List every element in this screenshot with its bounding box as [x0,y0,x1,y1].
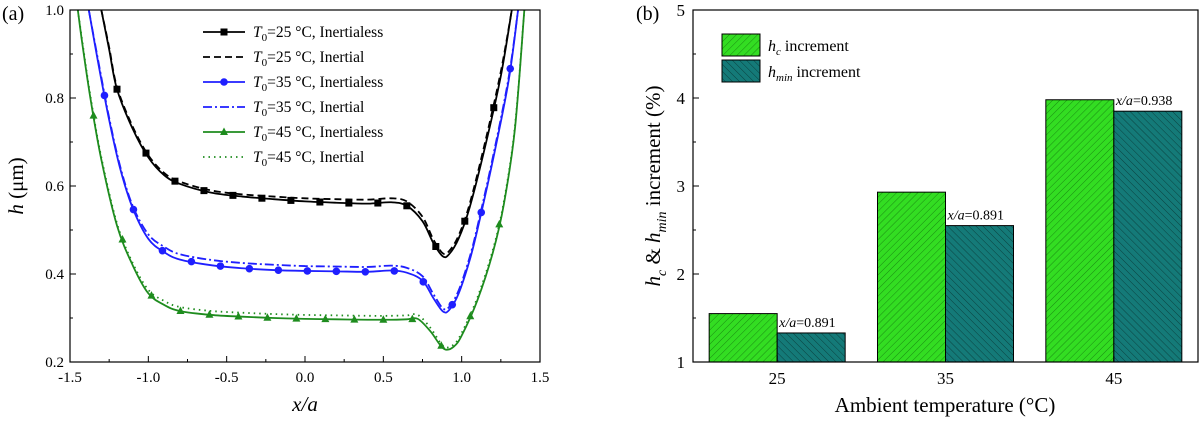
panel-a-line-chart: (a) -1.5 -1.0 -0.5 0.0 0.5 1.0 1.5 0.2 0.4 0.6 0.8… [2,3,549,416]
y-tick-label: 1.0 [45,3,64,19]
series-marker [245,264,254,273]
series-marker [176,306,185,315]
x-tick-label: -1.5 [58,370,82,386]
series-marker [332,267,341,276]
bar-hmin-25 [776,332,846,363]
series-marker [229,191,237,199]
x-tick-label: -1.0 [136,370,160,386]
panel-a-xlabel: x/a [291,392,318,416]
series-marker [292,314,301,322]
series-marker [361,267,370,276]
series-marker [263,313,272,321]
bar-hc-25 [708,313,778,363]
legend-swatch [721,33,761,57]
series-line-1 [100,10,513,256]
panel-b-label: (b) [636,3,659,25]
bar-hmin-35 [945,225,1014,363]
y-tick-label: 0.6 [45,179,64,195]
y-tick-label: 4 [677,89,686,108]
panel-a-legend: T0=25 °C, Inertialess T0=25 °C, Inertial T… [203,24,383,169]
series-marker [171,177,179,185]
panel-b-ylabel: hc & hmin increment (%) [641,85,670,286]
panel-a-plot-area [76,10,526,351]
bar-hc-45 [1045,99,1115,363]
series-marker [220,127,228,135]
series-marker [345,199,353,207]
series-line-5 [76,10,526,349]
legend-label: T0=35 °C, Inertial [253,99,364,119]
legend-label: T0=25 °C, Inertialess [253,24,383,44]
series-marker [316,198,324,206]
series-marker [220,28,228,36]
panel-b-legend: hc increment hmin increment [721,33,861,84]
panel-a-ylabel: h (μm) [4,157,28,214]
x-tick-label: 35 [937,369,954,388]
series-marker [220,78,228,86]
series-line-4 [76,10,526,351]
y-tick-label: 0.4 [45,267,64,283]
y-tick-label: 1 [677,353,686,372]
legend-label: T0=35 °C, Inertialess [253,74,383,94]
series-marker [118,234,127,243]
series-marker [490,104,498,112]
x-tick-label: 45 [1105,369,1122,388]
series-marker [390,267,399,275]
series-marker [303,267,312,275]
legend-label: hc increment [768,38,849,58]
series-marker [321,314,330,323]
series-marker [419,278,428,286]
bar-annotation: x/a=0.891 [778,316,836,331]
x-tick-label: -0.5 [215,370,239,386]
x-tick-label: 1.0 [452,370,471,386]
series-marker [205,310,214,318]
series-marker [287,196,295,204]
legend-label: T0=45 °C, Inertial [253,149,364,169]
series-marker [466,311,475,320]
series-marker [258,194,266,202]
series-marker [158,246,167,255]
series-marker [403,202,411,210]
series-marker [187,257,196,266]
series-marker [89,111,98,119]
series-marker [234,311,243,320]
x-tick-label: 25 [769,369,786,388]
legend-label: T0=45 °C, Inertialess [253,124,383,144]
x-tick-label: 0.5 [374,370,393,386]
bar-annotation: x/a=0.891 [947,209,1005,224]
series-marker [147,291,156,299]
series-marker [216,262,225,270]
y-tick-label: 0.8 [45,91,64,107]
bar-hc-35 [877,191,946,363]
panel-a-axes: -1.5 -1.0 -0.5 0.0 0.5 1.0 1.5 0.2 0.4 0.6 0.8 1.0 [45,3,549,386]
series-line-3 [87,10,519,311]
panel-b-plot-area: x/a=0.891 x/a=0.891 x/a=0.938 [708,94,1183,363]
series-marker [408,314,417,323]
legend-swatch [721,59,761,83]
series-marker [350,315,359,323]
y-tick-label: 2 [677,265,686,284]
y-tick-label: 0.2 [45,355,64,371]
series-marker [274,266,283,274]
series-marker [432,243,440,250]
series-marker [374,199,382,207]
y-tick-label: 5 [677,1,686,20]
panel-b-xlabel: Ambient temperature (°C) [835,393,1056,417]
x-tick-label: 1.5 [531,370,550,386]
series-marker [142,149,150,157]
legend-label: hmin increment [768,64,861,84]
legend-label: T0=25 °C, Inertial [253,49,364,69]
bar-annotation: x/a=0.938 [1115,94,1173,109]
series-marker [437,341,446,349]
series-marker [379,315,388,323]
series-marker [200,187,208,195]
panel-a-label: (a) [2,3,24,25]
series-marker [506,64,515,73]
x-tick-label: 0.0 [296,370,315,386]
panel-a-series-group [76,10,526,351]
y-tick-label: 3 [677,177,686,196]
bar-hmin-45 [1113,110,1183,363]
